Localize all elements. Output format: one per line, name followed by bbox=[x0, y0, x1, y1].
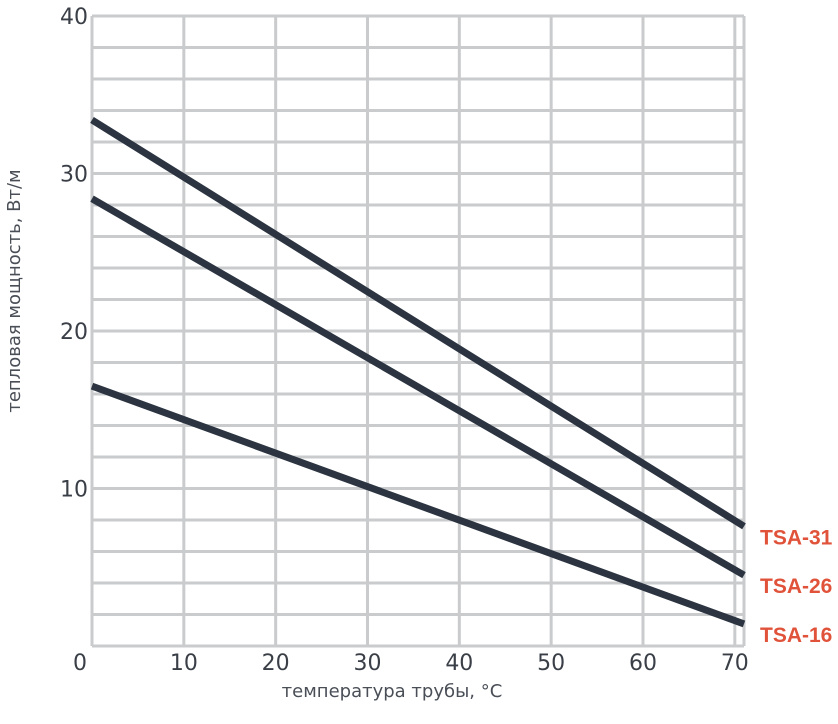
y-axis-title: тепловая мощность, Вт/м bbox=[4, 169, 25, 412]
y-tick-label: 30 bbox=[60, 163, 88, 188]
x-tick-label: 30 bbox=[353, 651, 381, 676]
x-tick-label: 0 bbox=[73, 651, 87, 676]
y-tick-label: 10 bbox=[60, 478, 88, 503]
x-tick-label: 50 bbox=[537, 651, 565, 676]
series-labels: TSA-31 TSA-26 TSA-16 bbox=[760, 526, 833, 647]
series-lines bbox=[90, 116, 746, 628]
series-line-tsa-31 bbox=[90, 116, 746, 530]
x-tick-label: 40 bbox=[445, 651, 473, 676]
x-tick-labels: 0 10 20 30 40 50 60 70 bbox=[73, 651, 749, 676]
series-label-tsa-16: TSA-16 bbox=[760, 624, 832, 647]
y-tick-label: 20 bbox=[60, 320, 88, 345]
series-label-tsa-26: TSA-26 bbox=[760, 575, 832, 598]
series-line-tsa-26 bbox=[90, 195, 746, 579]
x-tick-label: 20 bbox=[262, 651, 290, 676]
y-tick-label: 40 bbox=[60, 5, 88, 30]
y-tick-labels: 10 20 30 40 bbox=[60, 5, 88, 503]
x-tick-label: 70 bbox=[721, 651, 749, 676]
grid bbox=[92, 14, 746, 646]
x-tick-label: 60 bbox=[629, 651, 657, 676]
x-tick-label: 10 bbox=[170, 651, 198, 676]
x-axis-title: температура трубы, °C bbox=[282, 681, 503, 702]
series-line-tsa-16 bbox=[90, 382, 746, 628]
series-label-tsa-31: TSA-31 bbox=[760, 526, 833, 549]
